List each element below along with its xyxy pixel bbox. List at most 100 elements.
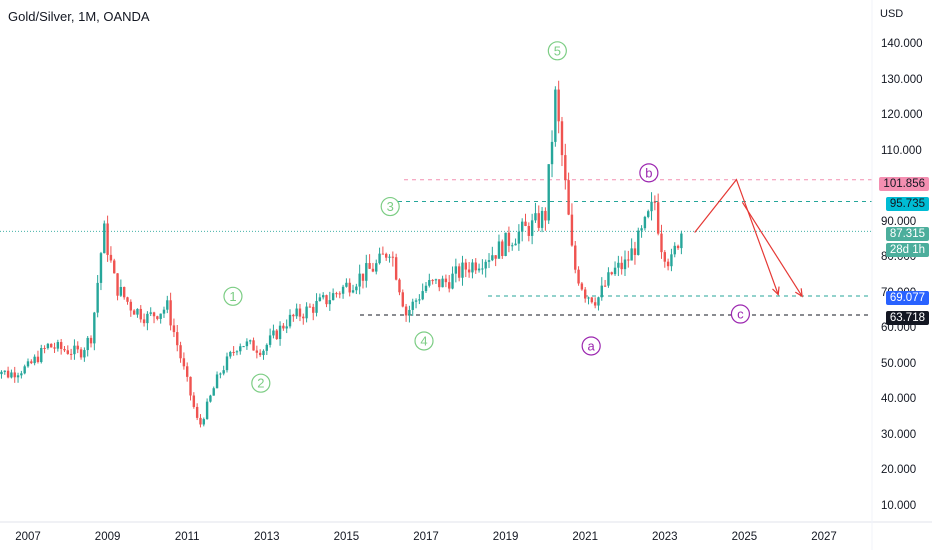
wave-label-1: 1 xyxy=(229,289,236,304)
price-tag-support: 69.077 xyxy=(885,291,929,305)
candle-body xyxy=(358,273,361,287)
candle-body xyxy=(524,221,527,226)
projection-path[interactable] xyxy=(694,178,779,295)
y-tick-label: 50.000 xyxy=(881,357,917,370)
candle-body xyxy=(623,259,627,270)
y-tick-label: 120.000 xyxy=(881,109,923,122)
candle-body xyxy=(86,337,89,351)
candle-body xyxy=(404,306,408,316)
candle-body xyxy=(481,268,484,270)
candle-body xyxy=(69,353,73,355)
candle-body xyxy=(345,282,348,287)
candle-body xyxy=(229,351,232,357)
x-tick-label: 2021 xyxy=(572,531,598,543)
wave-label-circle[interactable] xyxy=(251,373,271,393)
candle-body xyxy=(116,273,119,296)
candle-body xyxy=(620,262,623,270)
candle-body xyxy=(312,306,315,313)
x-tick-label: 2027 xyxy=(811,531,837,543)
candle-body xyxy=(590,297,594,303)
candle-body xyxy=(209,395,212,402)
wave-label-circle[interactable] xyxy=(639,163,659,183)
candle-body xyxy=(368,263,371,269)
arrow-head xyxy=(794,288,803,298)
candle-body xyxy=(431,280,434,282)
candle-body xyxy=(434,279,438,281)
wave-label-4: 4 xyxy=(420,333,427,348)
candle-body xyxy=(365,263,368,281)
x-tick-label: 2015 xyxy=(333,531,360,543)
candle-body xyxy=(617,262,620,268)
candle-body xyxy=(656,202,660,234)
candle-body xyxy=(262,350,265,356)
candle-body xyxy=(428,280,431,286)
wave-label-circle[interactable] xyxy=(380,196,400,217)
candle-body xyxy=(103,223,106,254)
candle-body xyxy=(225,356,229,371)
candle-body xyxy=(305,306,308,319)
candle-body xyxy=(83,350,86,358)
wave-label-circle[interactable] xyxy=(581,336,601,356)
candle-body xyxy=(676,245,680,249)
y-tick-label: 30.000 xyxy=(881,428,917,441)
candle-body xyxy=(235,351,239,353)
candle-body xyxy=(640,228,643,231)
candle-body xyxy=(149,312,152,314)
candle-body xyxy=(159,313,162,319)
candle-body xyxy=(597,297,600,306)
candle-body xyxy=(557,89,560,122)
wave-label-circle[interactable] xyxy=(547,41,567,61)
candle-body xyxy=(192,395,196,407)
candle-body xyxy=(113,260,116,274)
candle-body xyxy=(215,374,219,389)
candle-body xyxy=(219,373,222,375)
candle-body xyxy=(438,279,441,288)
candle-body xyxy=(315,300,318,313)
candle-body xyxy=(441,278,444,288)
candle-body xyxy=(630,248,633,261)
candle-body xyxy=(325,295,328,305)
candle-body xyxy=(670,254,673,267)
candle-body xyxy=(341,286,345,294)
arrow-head xyxy=(772,286,780,296)
candle-body xyxy=(195,406,199,418)
candle-body xyxy=(673,245,676,255)
y-tick-label: 40.000 xyxy=(881,393,917,406)
candle-body xyxy=(504,232,507,256)
candle-body xyxy=(166,300,169,310)
candle-body xyxy=(600,285,603,298)
candle-body xyxy=(199,417,202,425)
candle-body xyxy=(421,291,424,300)
candle-body xyxy=(308,306,312,308)
candle-body xyxy=(627,259,630,261)
candle-body xyxy=(507,232,511,246)
candle-body xyxy=(205,401,209,420)
candle-body xyxy=(454,266,458,274)
candle-body xyxy=(371,268,375,272)
candle-body xyxy=(295,308,298,317)
candle-body xyxy=(388,256,391,258)
candle-body xyxy=(544,210,547,221)
candle-body xyxy=(298,308,302,317)
candle-body xyxy=(268,335,272,345)
candle-body xyxy=(321,295,325,298)
x-tick-label: 2025 xyxy=(731,531,758,543)
wave-label-circle[interactable] xyxy=(223,286,243,306)
candle-body xyxy=(33,356,36,364)
wave-label-circle[interactable] xyxy=(730,304,751,324)
candle-body xyxy=(99,253,103,283)
candle-body xyxy=(593,302,597,306)
wave-label-circle[interactable] xyxy=(414,331,434,351)
candle-body xyxy=(471,262,474,273)
candle-body xyxy=(132,310,136,315)
candle-body xyxy=(10,372,13,378)
candle-body xyxy=(451,273,454,289)
y-tick-label: 10.000 xyxy=(881,499,917,512)
projection-arrow[interactable] xyxy=(741,201,803,297)
candle-body xyxy=(16,375,20,378)
candle-body xyxy=(122,287,126,298)
candle-body xyxy=(36,356,40,363)
candle-body xyxy=(23,366,26,374)
x-tick-label: 2011 xyxy=(174,531,200,543)
